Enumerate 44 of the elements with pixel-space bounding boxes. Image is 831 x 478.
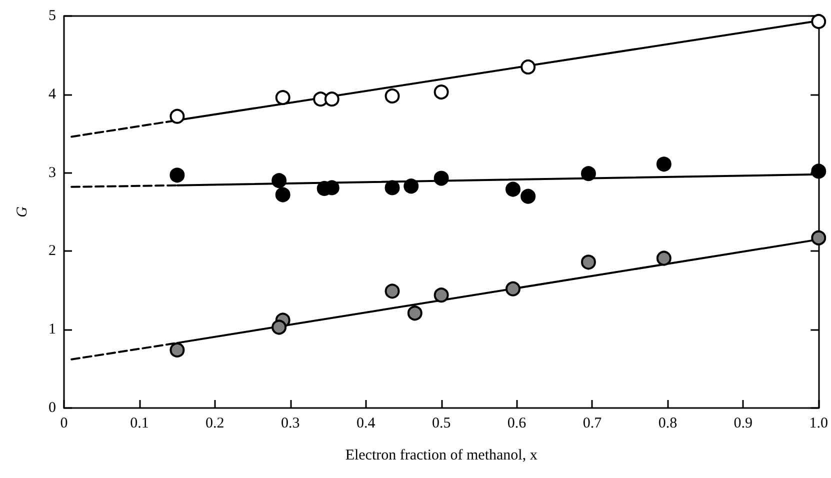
point	[275, 90, 290, 106]
point	[434, 84, 449, 100]
point	[272, 173, 287, 188]
y-tick-label: 5	[48, 8, 56, 24]
y-tick-label: 1	[48, 322, 56, 338]
point	[434, 170, 449, 186]
point	[170, 168, 185, 183]
x-axis-title: Electron fraction of methanol, x	[345, 448, 538, 464]
y-tick-label: 0	[48, 400, 56, 416]
x-tick-label: 0.9	[734, 416, 753, 432]
point	[434, 288, 449, 303]
point	[506, 182, 520, 197]
point	[506, 281, 520, 296]
point	[272, 320, 287, 335]
point	[580, 254, 596, 270]
x-tick-label: 0.6	[507, 416, 527, 432]
point	[170, 108, 185, 124]
x-tick-label: 0.3	[281, 416, 300, 432]
point	[384, 284, 400, 299]
x-tick-label: 0.5	[432, 416, 451, 432]
point	[520, 59, 536, 74]
point	[407, 306, 422, 321]
point	[170, 342, 185, 358]
point	[275, 187, 290, 202]
y-axis-title: G	[14, 206, 30, 218]
x-tick-label: 1.0	[809, 416, 828, 432]
point	[324, 92, 340, 107]
point	[384, 180, 400, 196]
point	[656, 156, 672, 172]
y-tick-label: 3	[48, 164, 56, 181]
x-tick-label: 0.7	[582, 416, 602, 432]
y-tick-label: 4	[48, 86, 56, 102]
point	[811, 230, 826, 246]
x-tick-label: 0.4	[356, 416, 376, 432]
point	[520, 188, 536, 204]
y-tick-label: 2	[48, 243, 56, 260]
point	[656, 250, 672, 266]
point	[384, 88, 400, 104]
x-tick-label: 0	[60, 416, 68, 432]
point	[404, 178, 419, 194]
point	[580, 166, 596, 182]
x-tick-label: 0.1	[130, 416, 149, 432]
x-tick-label: 0.2	[206, 416, 224, 432]
x-tick-label: 0.8	[658, 416, 678, 432]
